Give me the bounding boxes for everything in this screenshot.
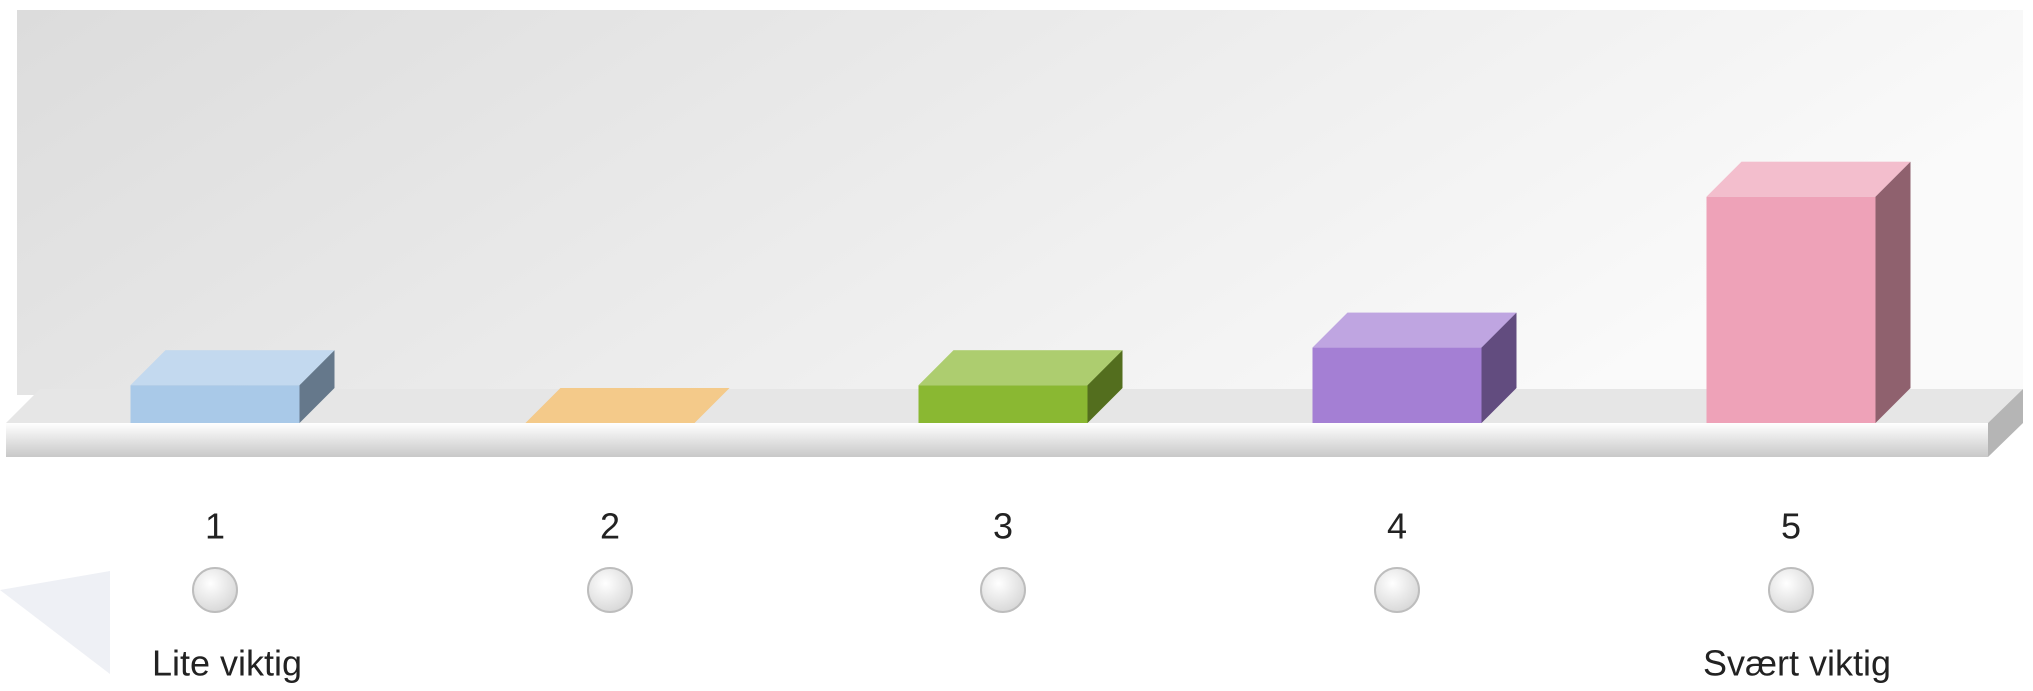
floor-lip (6, 423, 1988, 457)
bar-top (130, 350, 335, 386)
bar-top-shade (130, 350, 335, 386)
bar-side-shade (299, 350, 335, 423)
bar-side-shade (1481, 312, 1517, 423)
bar-top-shade (1706, 161, 1911, 197)
option-label: 5 (1781, 506, 1801, 547)
bar-side (1875, 161, 1911, 424)
radio-button[interactable] (1768, 567, 1814, 613)
decoration (0, 571, 110, 674)
chart-wall (17, 10, 2023, 395)
option-label: 4 (1387, 506, 1407, 547)
bar-top (1706, 161, 1911, 197)
bar-side (1481, 312, 1517, 423)
bar-top (918, 350, 1123, 386)
option-label: 1 (205, 506, 225, 547)
bar-side-shade (1087, 350, 1123, 423)
bar (1706, 196, 1876, 423)
radio-button[interactable] (1374, 567, 1420, 613)
bar (1312, 347, 1482, 423)
bar-top-shade (918, 350, 1123, 386)
option-label: 2 (600, 506, 620, 547)
radio-button[interactable] (980, 567, 1026, 613)
bar-side (1087, 350, 1123, 423)
bar-top (525, 388, 730, 423)
radio-button[interactable] (192, 567, 238, 613)
low-label: Lite viktig (152, 643, 302, 684)
option-label: 3 (993, 506, 1013, 547)
bar-side (299, 350, 335, 423)
radio-button[interactable] (587, 567, 633, 613)
bar-top (1312, 312, 1517, 348)
bar-top-shade (525, 388, 730, 423)
floor-side (1988, 389, 2023, 457)
bar-top-shade (1312, 312, 1517, 348)
bar (918, 385, 1088, 423)
high-label: Svært viktig (1703, 643, 1891, 684)
bar (130, 385, 300, 423)
bar-side-shade (1875, 161, 1911, 424)
